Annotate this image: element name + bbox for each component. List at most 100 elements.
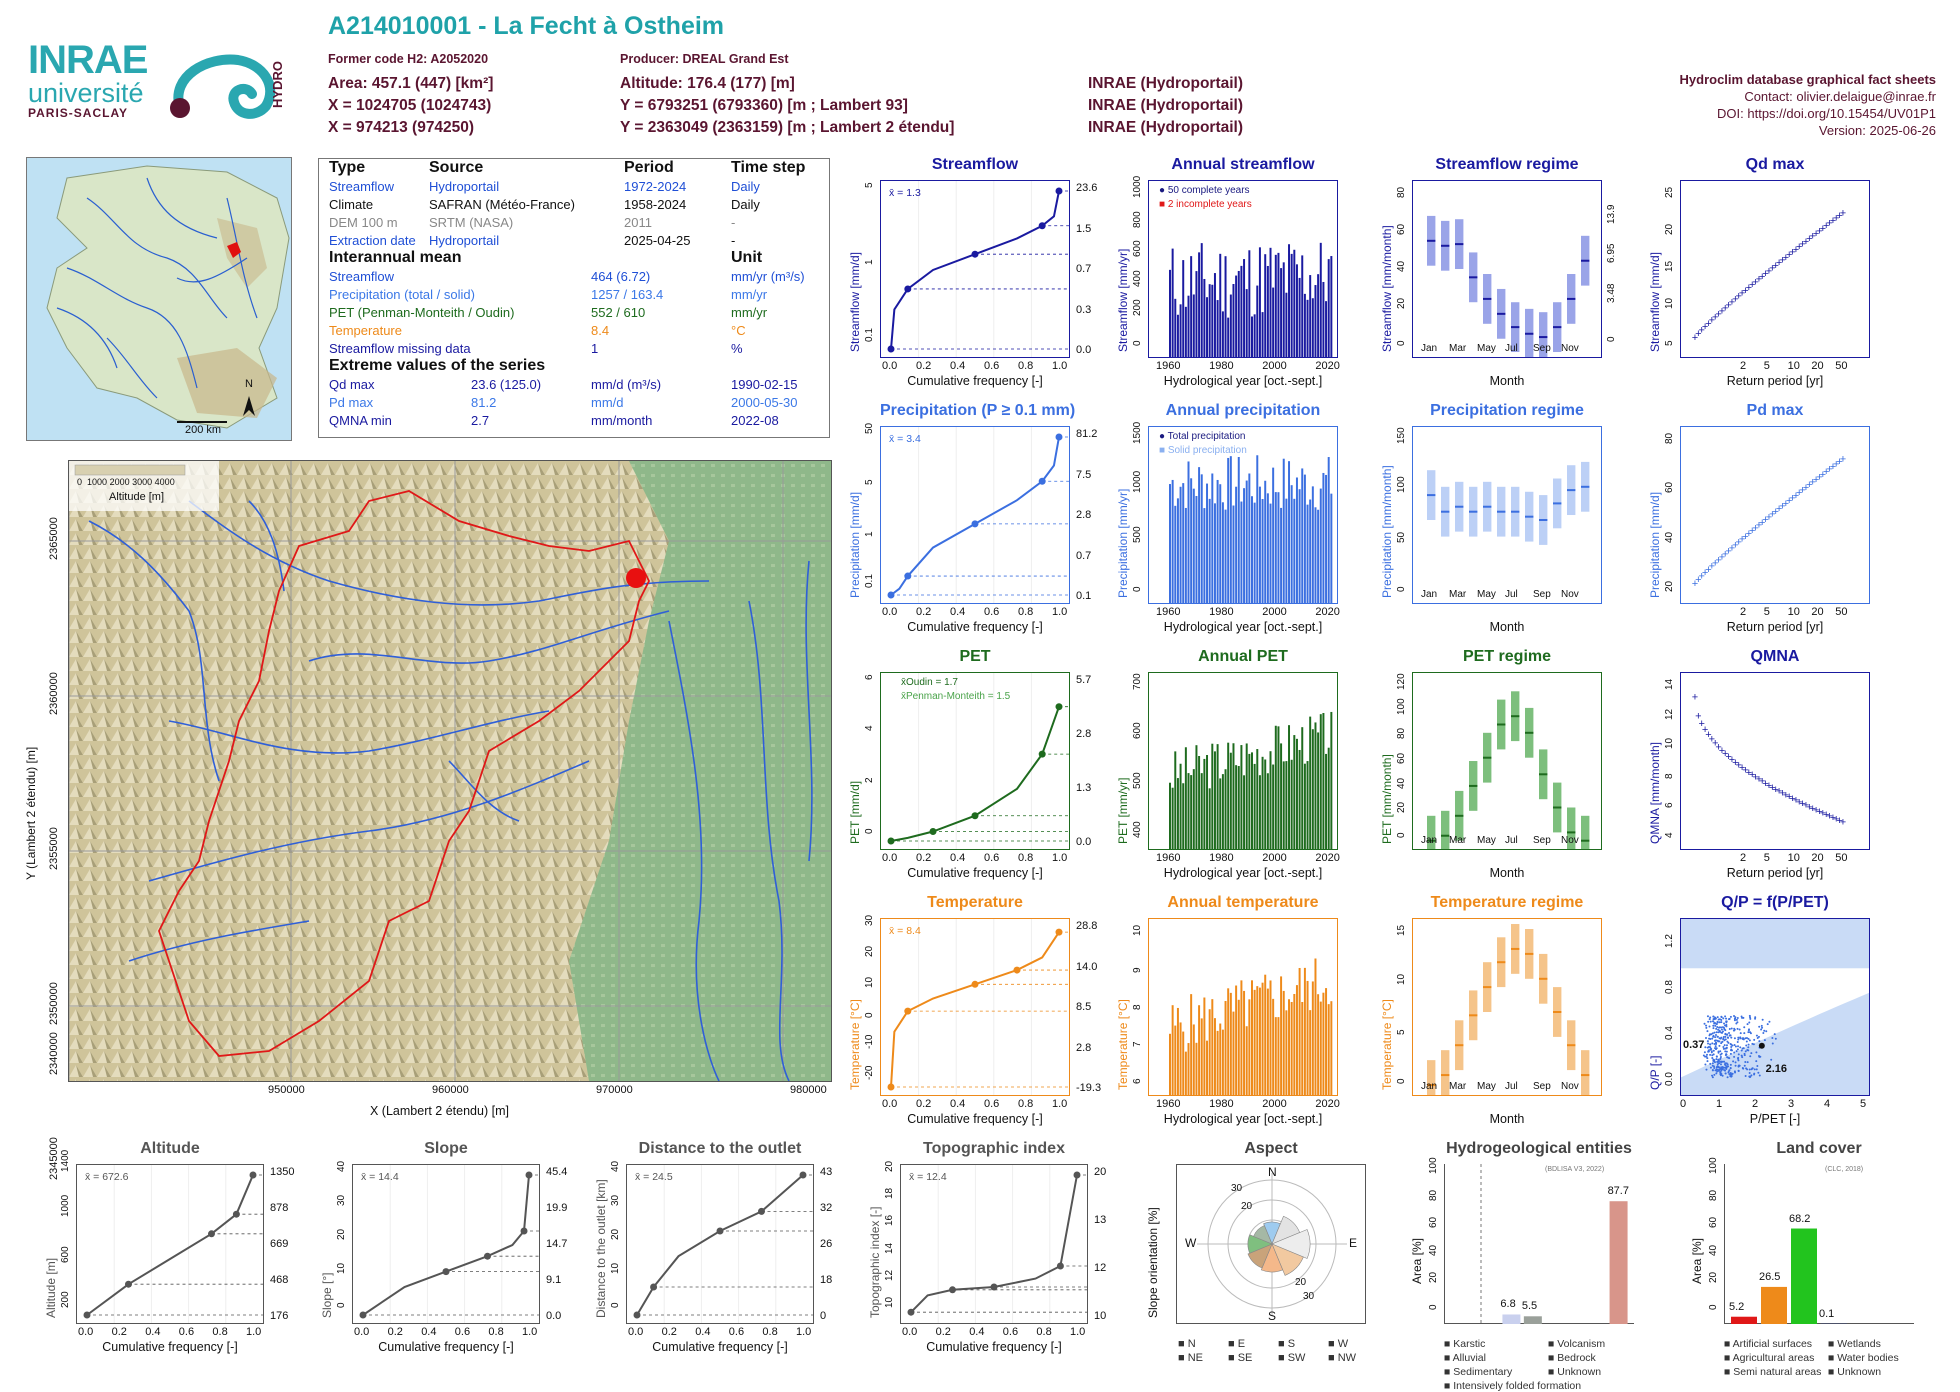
- qp-point: [1720, 1070, 1722, 1072]
- annual-temperature-bar: [1177, 1008, 1179, 1095]
- qp-point: [1712, 1025, 1714, 1027]
- pet-regime-ytick: 40: [1396, 778, 1407, 789]
- qp-point: [1704, 1046, 1706, 1048]
- qp-point: [1725, 1020, 1727, 1022]
- qd-max-xtick: 5: [1764, 360, 1770, 372]
- annual-streamflow-bar: [1254, 314, 1256, 357]
- former-code: Former code H2: A2052020: [328, 52, 488, 66]
- distance-left-tick: 10: [610, 1263, 621, 1274]
- annual-temperature-bar: [1262, 983, 1264, 1095]
- qp-point: [1726, 1041, 1728, 1043]
- annual-temperature-bar: [1185, 1052, 1187, 1095]
- qp-point: [1718, 1027, 1720, 1029]
- annual-precipitation-bar: [1193, 489, 1195, 603]
- annual-precipitation-bar: [1172, 480, 1174, 603]
- qp-point: [1710, 1033, 1712, 1035]
- qp-point: [1716, 1031, 1718, 1033]
- annual-precipitation-bar: [1230, 456, 1232, 603]
- qp-point: [1704, 1023, 1706, 1025]
- streamflow-mean: x̄ = 1.3: [889, 187, 921, 199]
- qp-point: [1709, 1054, 1711, 1056]
- annual-pet-bar: [1214, 751, 1216, 849]
- doi[interactable]: DOI: https://doi.org/10.15454/UV01P1: [1717, 106, 1936, 121]
- temperature-plot: x̄ = 8.4: [880, 918, 1070, 1096]
- qp-point: [1730, 1067, 1732, 1069]
- qp-point: [1716, 1066, 1718, 1068]
- annual-streamflow-bar: [1320, 243, 1322, 357]
- qp-point: [1718, 1059, 1720, 1061]
- aspect-dir-e: E: [1349, 1236, 1357, 1250]
- annual-precipitation-bar: [1288, 461, 1290, 603]
- annual-pet-bar: [1169, 783, 1171, 849]
- annual-temperature-bar: [1299, 968, 1301, 1095]
- landcover-source: (CLC, 2018): [1825, 1166, 1863, 1173]
- annual-pet-bar: [1182, 783, 1184, 849]
- qp-point: [1711, 1042, 1713, 1044]
- qp-point: [1707, 1040, 1709, 1042]
- qd-max-ytick: 15: [1664, 261, 1675, 272]
- hydrogeo-bar: [1524, 1316, 1542, 1324]
- precipitation-xtick: 1.0: [1052, 606, 1067, 618]
- annual-precipitation-bar: [1317, 510, 1319, 603]
- annual-pet-bar: [1240, 745, 1242, 849]
- precipitation-regime-month: Sep: [1533, 589, 1551, 600]
- streamflow-regime-ytick: 0: [1396, 340, 1407, 346]
- topo-right-tick: 20: [1094, 1166, 1106, 1178]
- annual-precipitation-ytick: 500: [1132, 526, 1143, 543]
- landcover-title: Land cover: [1704, 1140, 1934, 1158]
- annual-streamflow-ytick: 200: [1132, 300, 1143, 317]
- qd-max-xtick: 50: [1835, 360, 1847, 372]
- qp-point: [1724, 1044, 1726, 1046]
- hydrogeo-legend-item: ■ Alluvial: [1444, 1352, 1486, 1364]
- annual-precipitation-bar: [1201, 474, 1203, 603]
- slope-xtick: 0.0: [354, 1326, 369, 1338]
- annual-temperature-ylabel: Temperature [°C]: [1116, 999, 1130, 1090]
- qp-point: [1720, 1021, 1722, 1023]
- qp-point: [1720, 1026, 1722, 1028]
- annual-temperature-bar: [1182, 1032, 1184, 1095]
- annual-temperature-bar: [1209, 1009, 1211, 1095]
- altitude-right-tick: 878: [270, 1202, 288, 1214]
- map-xtick: 980000: [790, 1084, 827, 1096]
- annual-streamflow-bar: [1317, 274, 1319, 357]
- aspect-title: Aspect: [1176, 1140, 1366, 1158]
- distance-mean: x̄ = 24.5: [635, 1171, 673, 1183]
- annual-temperature-bar: [1174, 1026, 1176, 1095]
- aspect-legend-sw: ■ SW: [1278, 1352, 1305, 1364]
- annual-temperature-bar: [1219, 1024, 1221, 1095]
- pet-xtick: 1.0: [1052, 852, 1067, 864]
- hydrogeo-title: Hydrogeological entities: [1424, 1140, 1654, 1158]
- temperature-left-tick: 30: [864, 915, 875, 926]
- pet-xtick: 0.2: [916, 852, 931, 864]
- pet-right-tick: 0.0: [1076, 836, 1091, 848]
- qp-point: [1730, 1053, 1732, 1055]
- qp-point: [1747, 1031, 1749, 1033]
- map-ytick: 2340000: [48, 1032, 60, 1075]
- qp-point: [1721, 1041, 1723, 1043]
- qp-point: [1712, 1069, 1714, 1071]
- pd-max-xtick: 20: [1811, 606, 1823, 618]
- annual-pet-bar: [1314, 722, 1316, 849]
- precipitation-xtick: 0.0: [882, 606, 897, 618]
- qp-point: [1743, 1026, 1745, 1028]
- qp-point: [1758, 1026, 1760, 1028]
- annual-pet-bar: [1195, 745, 1197, 849]
- qd-max-point: +: [1840, 207, 1846, 219]
- qp-point: [1727, 1063, 1729, 1065]
- contact[interactable]: Contact: olivier.delaigue@inrae.fr: [1744, 89, 1936, 104]
- annual-pet-bar: [1190, 775, 1192, 849]
- annual-temperature-bar: [1288, 999, 1290, 1095]
- pd-max-title: Pd max: [1680, 402, 1870, 420]
- temperature-regime-month: Nov: [1561, 1081, 1579, 1092]
- qp-point: [1735, 1023, 1737, 1025]
- slope-right-tick: 45.4: [546, 1166, 567, 1178]
- qp-point: [1719, 1037, 1721, 1039]
- north-label: N: [245, 378, 253, 390]
- annual-temperature-bar: [1214, 1018, 1216, 1095]
- aspect-dir-s: S: [1268, 1309, 1276, 1323]
- annual-pet-xtick: 1980: [1209, 852, 1233, 864]
- annual-temperature-ytick: 10: [1132, 925, 1143, 936]
- qp-point: [1724, 1036, 1726, 1038]
- qmna-xtick: 50: [1835, 852, 1847, 864]
- temperature-right-tick: 28.8: [1076, 920, 1097, 932]
